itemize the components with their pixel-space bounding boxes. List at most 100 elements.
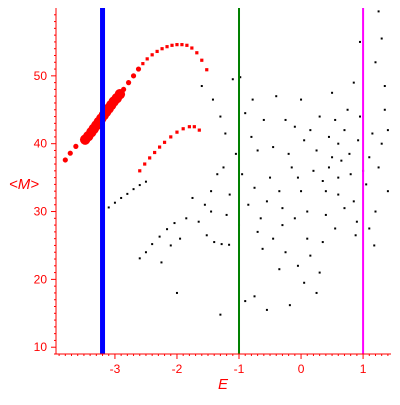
data-point: [244, 300, 247, 303]
data-point: [138, 169, 142, 173]
data-point: [62, 157, 68, 163]
data-point: [138, 184, 141, 187]
x-tick-label: -1: [234, 362, 245, 376]
data-point: [144, 251, 147, 254]
x-axis-title: E: [218, 376, 229, 393]
data-point: [265, 308, 268, 311]
data-point: [343, 207, 346, 210]
data-point: [234, 152, 237, 155]
data-point: [211, 98, 214, 101]
data-point: [300, 98, 303, 101]
data-point: [262, 118, 265, 121]
data-point: [195, 51, 199, 55]
data-point: [290, 166, 293, 169]
data-point: [200, 85, 203, 88]
data-point: [166, 228, 169, 231]
data-point: [145, 57, 149, 61]
data-point: [205, 234, 208, 237]
data-point: [143, 162, 147, 166]
data-point: [162, 140, 167, 144]
data-point: [354, 234, 357, 237]
data-point: [138, 257, 141, 260]
data-point: [169, 244, 172, 247]
data-point: [170, 43, 174, 47]
data-point: [293, 217, 296, 220]
x-tick-label: -3: [110, 362, 121, 376]
data-point: [278, 190, 281, 193]
data-point: [324, 213, 327, 216]
data-point: [278, 268, 281, 271]
data-point: [346, 108, 349, 111]
data-point: [265, 200, 268, 203]
data-point: [185, 217, 188, 220]
data-point: [373, 244, 376, 247]
data-point: [303, 281, 306, 284]
data-point: [368, 227, 371, 230]
data-point: [125, 80, 132, 86]
data-point: [203, 203, 206, 206]
data-point: [371, 132, 374, 135]
data-point: [284, 251, 287, 254]
data-point: [386, 190, 389, 193]
data-point: [155, 49, 159, 54]
data-point: [224, 132, 227, 135]
data-point: [160, 47, 164, 51]
data-point: [181, 127, 185, 131]
x-tick-label: 1: [360, 362, 367, 376]
data-point: [318, 115, 321, 118]
data-point: [220, 243, 223, 246]
data-point: [169, 135, 173, 139]
data-point: [272, 237, 275, 240]
data-point: [296, 176, 299, 179]
data-point: [337, 193, 340, 196]
data-point: [306, 210, 309, 213]
data-point: [165, 45, 169, 49]
data-point: [190, 46, 194, 50]
data-point: [334, 227, 337, 230]
axes: -3 -2 -1 0 1 10 20 30 40 50: [34, 8, 391, 376]
data-point: [213, 241, 216, 244]
data-point: [148, 156, 152, 160]
data-point: [180, 43, 184, 47]
data-point: [321, 241, 324, 244]
data-point: [158, 145, 162, 149]
data-point: [179, 237, 182, 240]
data-point: [200, 58, 204, 62]
data-point: [337, 142, 340, 145]
data-point: [296, 264, 299, 267]
data-point: [150, 53, 154, 57]
data-point: [386, 129, 389, 132]
data-point: [175, 130, 179, 134]
data-point: [380, 142, 383, 145]
data-point: [250, 135, 253, 138]
data-point: [331, 91, 334, 94]
data-point: [219, 115, 222, 118]
data-point: [216, 173, 219, 176]
data-point: [261, 247, 264, 250]
data-point: [377, 10, 380, 13]
data-point: [228, 243, 231, 246]
data-point: [113, 201, 116, 204]
data-point: [256, 230, 259, 233]
data-point: [309, 129, 312, 132]
data-point: [225, 213, 228, 216]
data-point: [253, 186, 256, 189]
data-point: [158, 235, 161, 238]
data-point: [281, 207, 284, 210]
data-point: [244, 112, 247, 115]
data-point: [355, 220, 358, 223]
data-point: [377, 166, 380, 169]
data-point: [210, 190, 213, 193]
data-point: [288, 304, 291, 307]
data-point: [67, 150, 73, 156]
data-point: [259, 217, 262, 220]
data-point: [357, 139, 360, 142]
data-point: [318, 271, 321, 274]
data-point: [365, 183, 368, 186]
data-point: [358, 40, 361, 43]
y-tick-label: 20: [34, 272, 48, 286]
data-point: [348, 152, 351, 155]
data-point: [132, 188, 135, 191]
